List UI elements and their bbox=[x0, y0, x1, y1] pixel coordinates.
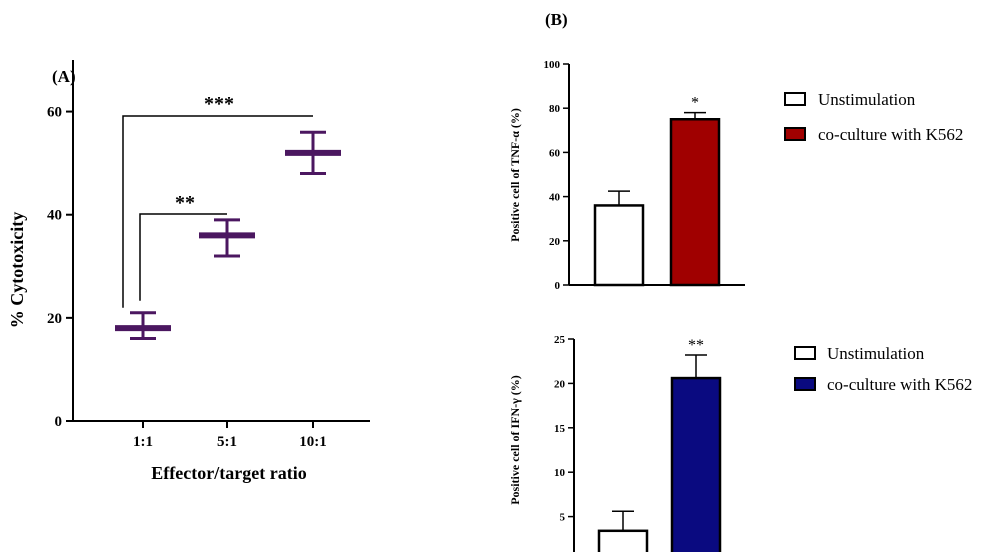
chart-a-x-tick-label: 1:1 bbox=[133, 434, 153, 450]
ifn-gamma-chart: Positive cell of IFN-γ (%) Unstimulation… bbox=[508, 334, 972, 552]
chart-a-y-tick-label: 20 bbox=[47, 311, 62, 327]
legend-b1-swatch-coculture bbox=[784, 127, 806, 141]
chart-a-xlabel: Effector/target ratio bbox=[151, 463, 306, 483]
chart-a-y-tick-label: 0 bbox=[55, 414, 63, 430]
panel-label-a: (A) bbox=[52, 67, 76, 86]
chart-b1-ylabel: Positive cell of TNF-α (%) bbox=[508, 108, 522, 242]
chart-a-x-tick-label: 5:1 bbox=[217, 434, 237, 450]
chart-b2-significance: ** bbox=[688, 337, 704, 354]
chart-a-x-tick-label: 10:1 bbox=[299, 434, 327, 450]
legend-b2-label-coculture: co-culture with K562 bbox=[827, 375, 972, 394]
chart-b2-ylabel: Positive cell of IFN-γ (%) bbox=[508, 375, 522, 505]
legend-b2-swatch-unstim bbox=[794, 346, 816, 360]
chart-a-y-tick-label: 60 bbox=[47, 105, 62, 121]
chart-a-significance-10to1: *** bbox=[204, 93, 234, 115]
chart-b1-y-tick-label: 40 bbox=[549, 192, 561, 204]
chart-b2-y-tick-label: 20 bbox=[554, 378, 566, 390]
chart-b1-y-tick-label: 20 bbox=[549, 236, 561, 248]
chart-b1-y-tick-label: 0 bbox=[555, 280, 561, 292]
chart-b1-bar bbox=[669, 118, 721, 287]
panel-label-b: (B) bbox=[545, 10, 568, 29]
chart-b2-bar bbox=[597, 529, 649, 552]
legend-b1-label-unstim: Unstimulation bbox=[818, 90, 916, 109]
chart-a-bracket-5to1 bbox=[139, 213, 227, 301]
chart-b2-y-tick-label: 5 bbox=[560, 512, 566, 524]
legend-b2: Unstimulation co-culture with K562 bbox=[794, 344, 972, 394]
cytotoxicity-chart: % Cytotoxicity Effector/target ratio 0 20… bbox=[7, 60, 370, 483]
chart-a-bracket-10to1 bbox=[122, 115, 313, 308]
chart-b1-y-tick-label: 80 bbox=[549, 103, 561, 115]
chart-b1-significance: * bbox=[691, 95, 699, 112]
chart-a-ylabel: % Cytotoxicity bbox=[7, 212, 27, 328]
chart-b1-bar bbox=[593, 204, 645, 287]
legend-b1: Unstimulation co-culture with K562 bbox=[784, 90, 963, 144]
chart-b1-y-tick-label: 100 bbox=[544, 59, 561, 71]
chart-a-y-tick-label: 40 bbox=[47, 208, 62, 224]
legend-b1-swatch-unstim bbox=[784, 92, 806, 106]
legend-b2-swatch-coculture bbox=[794, 377, 816, 391]
chart-b1-y-tick-label: 60 bbox=[549, 147, 561, 159]
chart-b2-y-tick-label: 15 bbox=[554, 423, 566, 435]
tnf-alpha-chart: Positive cell of TNF-α (%) Unstimulation… bbox=[508, 59, 963, 292]
legend-b2-label-unstim: Unstimulation bbox=[827, 344, 925, 363]
chart-a-significance-5to1: ** bbox=[175, 192, 195, 214]
chart-b2-bar bbox=[670, 376, 722, 552]
chart-b2-y-tick-label: 25 bbox=[554, 334, 566, 346]
chart-b2-y-tick-label: 10 bbox=[554, 467, 566, 479]
legend-b1-label-coculture: co-culture with K562 bbox=[818, 125, 963, 144]
